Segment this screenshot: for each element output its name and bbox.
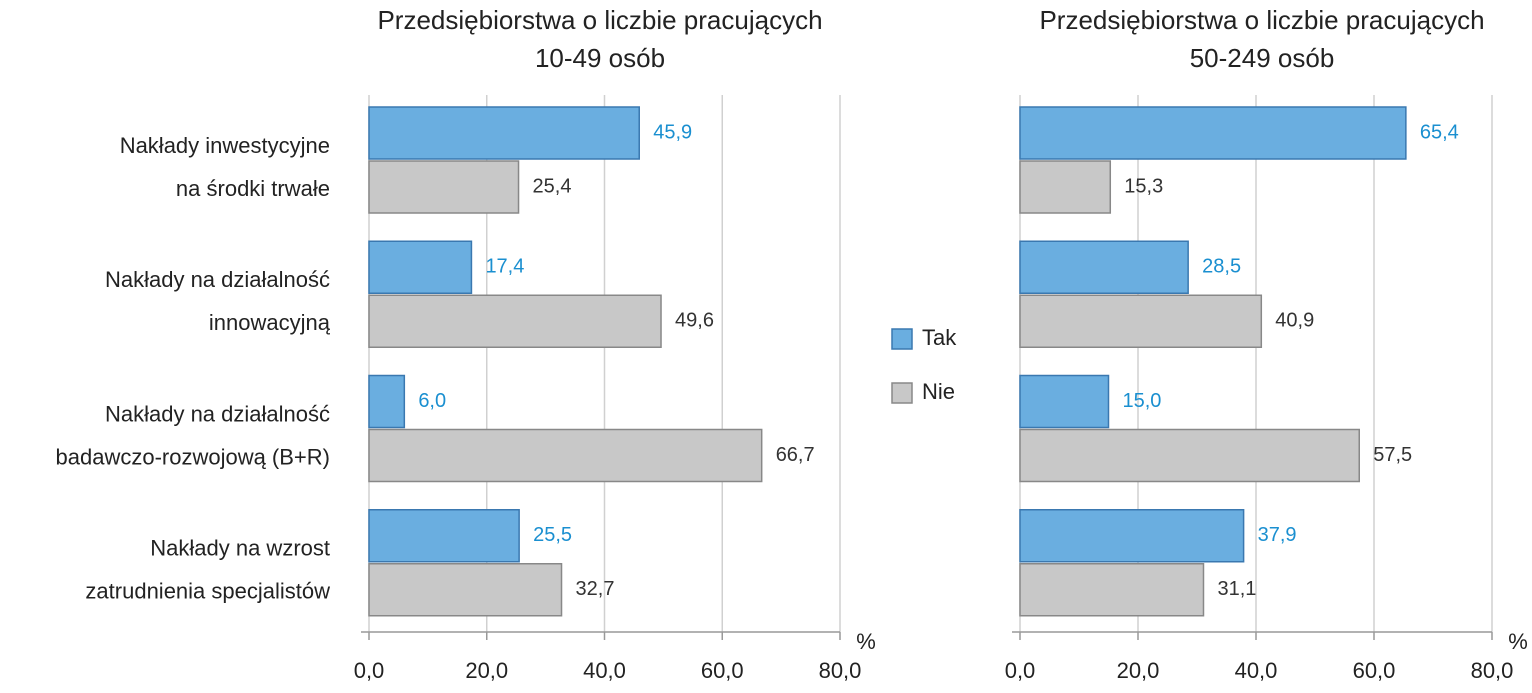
y-tick-label: badawczo-rozwojową (B+R) bbox=[56, 444, 331, 469]
x-tick-label: 40,0 bbox=[1235, 658, 1278, 683]
legend-label: Tak bbox=[922, 325, 957, 350]
chart-title: Przedsiębiorstwa o liczbie pracujących bbox=[377, 5, 822, 35]
value-label: 66,7 bbox=[776, 444, 815, 466]
bar bbox=[368, 428, 763, 483]
value-label: 25,5 bbox=[533, 524, 572, 546]
value-label: 6,0 bbox=[418, 390, 446, 412]
legend-label: Nie bbox=[922, 379, 955, 404]
x-tick-label: 80,0 bbox=[1471, 658, 1514, 683]
chart-title: Przedsiębiorstwa o liczbie pracujących bbox=[1039, 5, 1484, 35]
value-label: 17,4 bbox=[485, 256, 524, 278]
value-label: 65,4 bbox=[1420, 121, 1459, 143]
bar bbox=[1019, 294, 1263, 348]
bar bbox=[1019, 563, 1205, 617]
x-tick-label: 60,0 bbox=[1353, 658, 1396, 683]
value-label: 40,9 bbox=[1275, 310, 1314, 332]
y-tick-label: Nakłady na działalność bbox=[105, 401, 330, 426]
value-label: 25,4 bbox=[533, 175, 572, 197]
x-tick-label: 0,0 bbox=[354, 658, 385, 683]
bar bbox=[368, 509, 520, 563]
value-label: 49,6 bbox=[675, 310, 714, 332]
y-tick-label: Nakłady inwestycyjne bbox=[120, 133, 330, 158]
y-tick-label: innowacyjną bbox=[209, 310, 331, 335]
bar bbox=[368, 106, 640, 160]
legend-swatch bbox=[891, 382, 913, 404]
x-tick-label: 0,0 bbox=[1005, 658, 1036, 683]
bar bbox=[368, 563, 563, 617]
y-tick-label: Nakłady na wzrost bbox=[150, 536, 330, 561]
bar bbox=[1019, 240, 1189, 294]
value-label: 15,3 bbox=[1124, 175, 1163, 197]
bar bbox=[1019, 106, 1407, 160]
x-axis-label: % bbox=[1508, 629, 1528, 654]
bar bbox=[1019, 509, 1245, 563]
bar bbox=[1019, 428, 1360, 483]
bar bbox=[1019, 374, 1110, 429]
value-label: 15,0 bbox=[1123, 390, 1162, 412]
value-label: 31,1 bbox=[1217, 578, 1256, 600]
x-tick-label: 20,0 bbox=[1117, 658, 1160, 683]
x-tick-label: 80,0 bbox=[819, 658, 862, 683]
bar bbox=[368, 374, 406, 429]
value-label: 45,9 bbox=[653, 121, 692, 143]
value-label: 32,7 bbox=[576, 578, 615, 600]
y-tick-label: na środki trwałe bbox=[176, 176, 330, 201]
chart-title: 50-249 osób bbox=[1190, 43, 1335, 73]
chart-title: 10-49 osób bbox=[535, 43, 665, 73]
legend-swatch bbox=[891, 328, 913, 350]
value-label: 28,5 bbox=[1202, 256, 1241, 278]
x-tick-label: 60,0 bbox=[701, 658, 744, 683]
x-tick-label: 20,0 bbox=[465, 658, 508, 683]
value-label: 37,9 bbox=[1258, 524, 1297, 546]
x-axis-label: % bbox=[856, 629, 876, 654]
y-tick-label: Nakłady na działalność bbox=[105, 267, 330, 292]
y-tick-label: zatrudnienia specjalistów bbox=[85, 579, 330, 604]
value-label: 57,5 bbox=[1373, 444, 1412, 466]
bar bbox=[368, 240, 473, 294]
bar bbox=[368, 160, 520, 214]
bar bbox=[368, 294, 662, 348]
x-tick-label: 40,0 bbox=[583, 658, 626, 683]
bar bbox=[1019, 160, 1112, 214]
